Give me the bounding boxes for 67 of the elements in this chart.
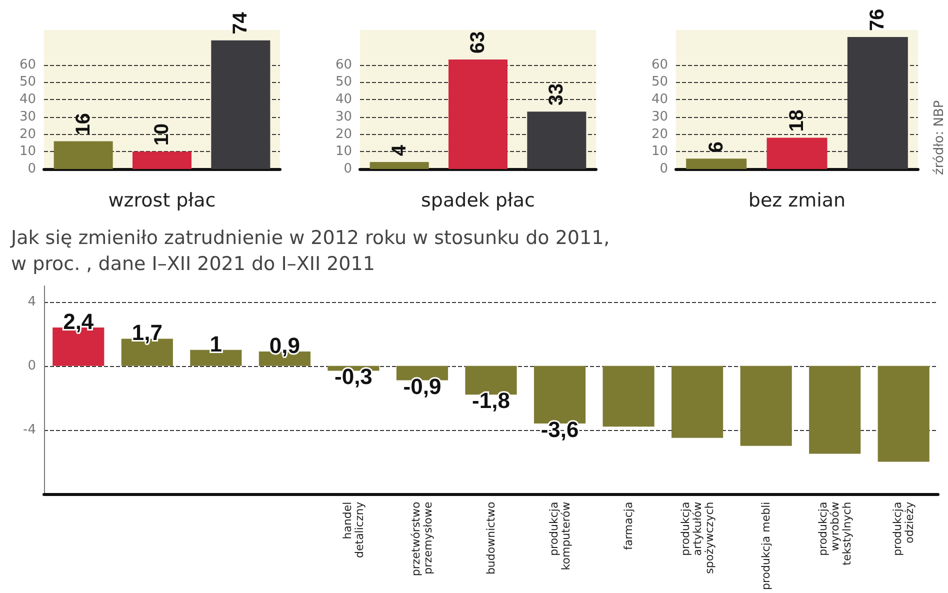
bar: [448, 60, 508, 169]
y-tick-label: 50: [651, 74, 668, 90]
y-tick-label: 30: [19, 109, 36, 124]
y-tick-label: 30: [335, 109, 352, 124]
bar: [809, 366, 861, 454]
y-tick-label: 40: [19, 92, 36, 107]
bar: [602, 366, 654, 427]
data-label: 16: [72, 112, 94, 136]
y-tick-label: 4: [28, 294, 36, 310]
y-tick-label: 60: [651, 57, 668, 72]
bar: [370, 162, 429, 169]
data-label: 1: [210, 331, 222, 356]
bar: [740, 366, 792, 446]
x-axis-title: bez zmian: [748, 190, 846, 212]
bar: [847, 36, 908, 169]
data-label: 10: [151, 123, 173, 146]
bar: [132, 152, 192, 169]
y-tick-label: 0: [660, 162, 668, 176]
bar: [527, 112, 586, 169]
bar: [878, 366, 930, 462]
y-tick-label: 40: [651, 92, 668, 107]
data-label: 6: [705, 141, 728, 153]
y-tick-label: 10: [19, 144, 36, 160]
x-tick-label: produkcja odzieży: [891, 501, 916, 556]
y-tick-label: 40: [335, 92, 352, 107]
data-label: 76: [866, 8, 889, 31]
x-tick-label: farmacja: [622, 502, 636, 550]
bar: [211, 40, 270, 169]
data-label: 33: [546, 83, 568, 106]
y-tick-label: 20: [335, 126, 352, 142]
bar: [766, 138, 828, 169]
bar: [54, 141, 113, 169]
chart-title: Jak się zmieniło zatrudnienie w 2012 roku w stosunku do 2011, w proc. , dane I–XII 2021 do I–XII 2011: [10, 227, 610, 275]
y-tick-label: 10: [335, 144, 352, 160]
y-tick-label: 20: [19, 126, 36, 142]
bar: [190, 350, 242, 366]
y-tick-label: 0: [344, 162, 352, 176]
y-tick-label: 20: [651, 126, 668, 142]
x-tick-label: budownictwo: [484, 501, 498, 575]
data-label: 2,4: [63, 309, 94, 334]
data-label: -0,9: [403, 374, 442, 399]
y-tick-label: 10: [651, 144, 668, 160]
data-label: 18: [786, 109, 808, 132]
bar: [686, 158, 747, 169]
data-label: 63: [467, 31, 489, 54]
data-label: 74: [230, 11, 252, 34]
y-tick-label: 60: [19, 57, 36, 72]
data-label: -0,3: [334, 364, 372, 390]
y-tick-label: 0: [28, 358, 36, 374]
y-tick-label: 50: [19, 74, 36, 90]
bar: [534, 366, 586, 424]
x-axis-title: wzrost płac: [108, 190, 216, 212]
y-tick-label: 30: [651, 109, 668, 124]
y-tick-label: 50: [335, 74, 352, 90]
data-label: 1,7: [132, 320, 162, 346]
y-tick-label: 0: [28, 162, 36, 176]
y-tick-label: 60: [335, 57, 352, 72]
data-label: 4: [388, 144, 410, 156]
data-label: -1,8: [472, 388, 510, 414]
x-tick-label: produkcja mebli: [760, 502, 773, 590]
x-tick-label: handel detaliczny: [340, 501, 366, 558]
bar: [396, 366, 448, 380]
text: źródło: NBP: [932, 100, 947, 175]
y-tick-label: -4: [23, 422, 36, 438]
x-axis-title: spadek płac: [421, 190, 535, 212]
bar: [672, 366, 724, 438]
data-label: 0,9: [269, 333, 300, 358]
